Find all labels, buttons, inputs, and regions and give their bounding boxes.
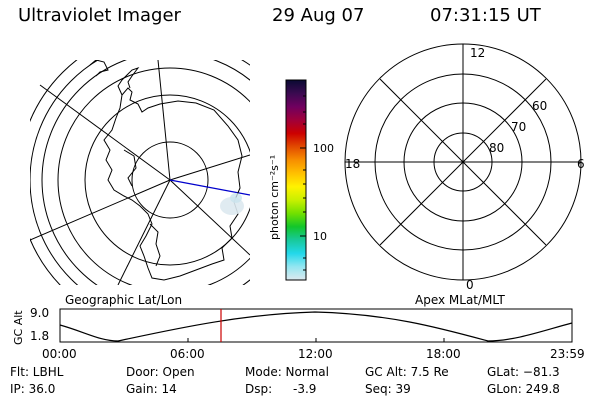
mlat-label-80: 80 — [489, 141, 504, 155]
timeline-ytick: 1.8 — [30, 329, 49, 343]
status-dsp-value: -3.9 — [293, 382, 316, 396]
timeline-ytick: 9.0 — [30, 306, 49, 320]
noon-meridian-line — [169, 179, 250, 196]
status-gain: Gain: 14 — [126, 382, 177, 396]
lon-line — [169, 154, 250, 181]
lat-circle — [41, 60, 250, 285]
status-glat: GLat: −81.3 — [487, 365, 560, 379]
observation-date: 29 Aug 07 — [272, 5, 365, 26]
colorbar-tick-label: 10 — [313, 230, 327, 243]
status-dsp-label: Dsp: — [245, 382, 272, 396]
lon-line — [117, 179, 171, 285]
timeline-ticks — [59, 338, 573, 342]
status-filter: Flt: LBHL — [10, 365, 64, 379]
colorbar-ticks — [300, 95, 306, 271]
mlt-label-12: 12 — [470, 46, 485, 60]
lon-line — [39, 84, 171, 181]
status-door: Door: Open — [126, 365, 195, 379]
status-ip: IP: 36.0 — [10, 382, 55, 396]
observation-time: 07:31:15 UT — [430, 5, 541, 26]
altitude-timeline: GC Alt 9.0 1.8 00:00 06:00 12:00 18:00 2… — [12, 306, 585, 361]
magnetic-panel: 12 6 0 18 60 70 80 — [344, 43, 585, 292]
altitude-curve — [59, 311, 573, 342]
geographic-panel — [30, 60, 250, 285]
timeline-ylabel: GC Alt — [12, 310, 25, 345]
status-glon: GLon: 249.8 — [487, 382, 560, 396]
longitude-lines — [30, 60, 250, 285]
mlat-label-60: 60 — [532, 99, 547, 113]
instrument-title: Ultraviolet Imager — [18, 5, 181, 26]
ross-ice-shelf — [149, 223, 161, 267]
status-mode: Mode: Normal — [245, 365, 329, 379]
timeline-xtick: 23:59 — [550, 347, 585, 361]
lon-line — [169, 179, 250, 256]
timeline-xtick: 00:00 — [42, 347, 77, 361]
antarctic-peninsula — [117, 67, 140, 96]
status-seq: Seq: 39 — [365, 382, 411, 396]
colorbar: 100 10 photon cm⁻²s⁻¹ — [268, 79, 334, 281]
lat-circle — [84, 94, 250, 266]
aurora-emission — [230, 193, 242, 203]
mlt-label-18: 18 — [345, 157, 360, 171]
lon-line — [30, 179, 171, 241]
mlt-line — [379, 78, 547, 246]
status-block: Flt: LBHL IP: 36.0 Door: Open Gain: 14 M… — [10, 365, 560, 396]
colorbar-scale — [285, 79, 307, 281]
mlat-label-70: 70 — [511, 120, 526, 134]
ice-shelf-edge — [123, 149, 137, 187]
status-gc-alt: GC Alt: 7.5 Re — [365, 365, 449, 379]
lat-circle — [131, 141, 209, 219]
timeline-xtick: 18:00 — [426, 347, 461, 361]
left-panel-label: Geographic Lat/Lon — [65, 293, 182, 307]
mlt-label-0: 0 — [466, 278, 474, 292]
mlt-label-6: 6 — [577, 157, 585, 171]
mlt-lines — [345, 44, 581, 280]
lon-line — [157, 60, 171, 181]
antarctica-coastline — [103, 87, 243, 281]
colorbar-tick-label: 100 — [313, 142, 334, 155]
colorbar-label: photon cm⁻²s⁻¹ — [268, 155, 281, 240]
timeline-xtick: 12:00 — [298, 347, 333, 361]
timeline-xtick: 06:00 — [170, 347, 205, 361]
south-america-tip — [89, 60, 109, 77]
latitude-circles — [30, 60, 250, 285]
right-panel-label: Apex MLat/MLT — [415, 293, 505, 307]
lat-circle — [57, 67, 250, 285]
